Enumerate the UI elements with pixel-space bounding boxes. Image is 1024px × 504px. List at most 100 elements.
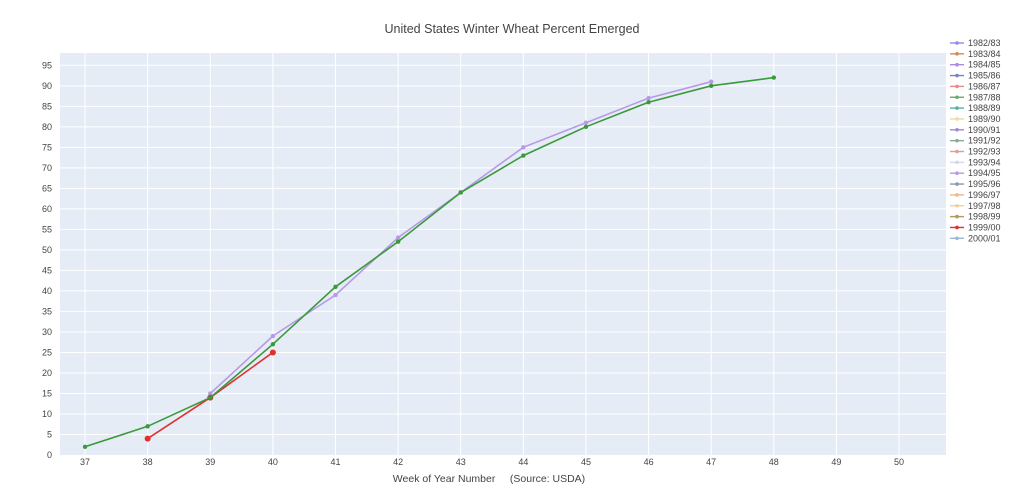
data-point xyxy=(771,75,777,80)
data-point xyxy=(208,395,213,400)
data-point xyxy=(521,153,526,158)
data-point xyxy=(458,190,463,195)
legend-label: 1984/85 xyxy=(968,60,1001,70)
legend-swatch-marker xyxy=(955,236,959,241)
chart-title: United States Winter Wheat Percent Emerg… xyxy=(385,22,640,36)
x-axis-title: Week of Year Number (Source: USDA) xyxy=(393,473,585,485)
legend-item[interactable]: 1997/98 xyxy=(950,201,1001,211)
x-tick-label: 42 xyxy=(393,457,403,467)
legend-swatch-marker xyxy=(955,84,959,89)
data-point xyxy=(521,145,526,150)
legend-item[interactable]: 1993/94 xyxy=(950,157,1001,167)
legend-swatch-marker xyxy=(955,193,959,197)
legend-label: 1982/83 xyxy=(968,38,1001,48)
data-point xyxy=(395,239,401,244)
legend-swatch-marker xyxy=(955,62,959,67)
legend-item[interactable]: 1985/86 xyxy=(950,71,1001,81)
y-tick-label: 85 xyxy=(42,101,52,111)
y-tick-label: 25 xyxy=(42,347,52,357)
data-point xyxy=(333,292,338,298)
legend-item[interactable]: 1998/99 xyxy=(950,212,1001,222)
y-tick-label: 45 xyxy=(42,265,52,275)
legend-item[interactable]: 1989/90 xyxy=(950,114,1001,124)
legend-item[interactable]: 1982/83 xyxy=(950,38,1001,48)
legend-swatch-marker xyxy=(955,171,959,175)
y-tick-label: 30 xyxy=(42,327,52,337)
legend-label: 1986/87 xyxy=(968,81,1001,91)
legend-label: 1989/90 xyxy=(968,114,1001,124)
legend-swatch-marker xyxy=(955,73,959,78)
legend-label: 1993/94 xyxy=(968,157,1001,167)
y-tick-label: 40 xyxy=(42,286,52,296)
x-tick-label: 38 xyxy=(143,457,153,467)
legend-swatch-marker xyxy=(955,214,959,219)
y-tick-label: 0 xyxy=(47,450,52,460)
y-tick-label: 20 xyxy=(42,368,52,378)
legend-item[interactable]: 1999/00 xyxy=(950,222,1001,232)
data-point xyxy=(395,235,401,240)
legend-swatch-marker xyxy=(955,106,959,110)
data-point xyxy=(708,83,714,89)
legend-item[interactable]: 1983/84 xyxy=(950,49,1001,59)
series-unlabeled xyxy=(82,75,777,449)
legend-label: 1988/89 xyxy=(968,103,1001,113)
x-tick-label: 41 xyxy=(330,457,340,467)
y-tick-label: 10 xyxy=(42,409,52,419)
legend-swatch-marker xyxy=(955,203,959,208)
legend-label: 1997/98 xyxy=(968,201,1001,211)
x-tick-label: 46 xyxy=(644,457,654,467)
y-tick-label: 90 xyxy=(42,81,52,91)
y-tick-label: 50 xyxy=(42,245,52,255)
legend-swatch-marker xyxy=(955,225,959,230)
legend-item[interactable]: 1988/89 xyxy=(950,103,1001,113)
legend-swatch-marker xyxy=(955,160,959,165)
legend-label: 2000/01 xyxy=(968,233,1001,243)
legend-swatch-marker xyxy=(955,117,959,121)
y-tick-label: 95 xyxy=(42,60,52,70)
legend-item[interactable]: 1986/87 xyxy=(950,81,1001,91)
data-point xyxy=(82,444,88,449)
x-tick-label: 50 xyxy=(894,457,904,467)
x-tick-label: 39 xyxy=(205,457,215,467)
data-point xyxy=(208,391,213,396)
series-line xyxy=(84,76,774,448)
y-tick-label: 75 xyxy=(42,142,52,152)
legend-item[interactable]: 1992/93 xyxy=(950,147,1001,157)
legend-label: 1987/88 xyxy=(968,92,1001,102)
legend-item[interactable]: 1994/95 xyxy=(950,168,1001,178)
y-tick-label: 5 xyxy=(47,429,52,439)
x-tick-label: 43 xyxy=(456,457,466,467)
legend-item[interactable]: 1984/85 xyxy=(950,60,1001,70)
legend-swatch-marker xyxy=(955,95,959,100)
x-tick-label: 48 xyxy=(769,457,779,467)
legend-item[interactable]: 2000/01 xyxy=(950,233,1001,243)
legend-label: 1992/93 xyxy=(968,147,1001,157)
data-point xyxy=(270,333,276,339)
legend-label: 1995/96 xyxy=(968,179,1001,189)
data-point xyxy=(646,100,651,105)
legend-label: 1998/99 xyxy=(968,212,1001,222)
legend-label: 1996/97 xyxy=(968,190,1001,200)
legend: 1982/831983/841984/851985/861986/871987/… xyxy=(950,38,1001,243)
plot-background xyxy=(60,53,946,455)
data-point xyxy=(583,124,589,130)
legend-item[interactable]: 1990/91 xyxy=(950,125,1001,135)
legend-item[interactable]: 1991/92 xyxy=(950,136,1001,146)
y-tick-label: 35 xyxy=(42,306,52,316)
legend-item[interactable]: 1995/96 xyxy=(950,179,1001,189)
legend-label: 1983/84 xyxy=(968,49,1001,59)
data-point xyxy=(708,79,714,84)
data-point xyxy=(583,120,589,125)
legend-swatch-marker xyxy=(955,52,959,56)
y-tick-label: 55 xyxy=(42,224,52,234)
legend-item[interactable]: 1987/88 xyxy=(950,92,1001,102)
data-point xyxy=(333,284,338,290)
legend-swatch-marker xyxy=(955,149,959,154)
data-point xyxy=(269,349,276,356)
x-tick-label: 47 xyxy=(706,457,716,467)
x-tick-label: 45 xyxy=(581,457,591,467)
legend-item[interactable]: 1996/97 xyxy=(950,190,1001,200)
legend-label: 1991/92 xyxy=(968,136,1001,146)
